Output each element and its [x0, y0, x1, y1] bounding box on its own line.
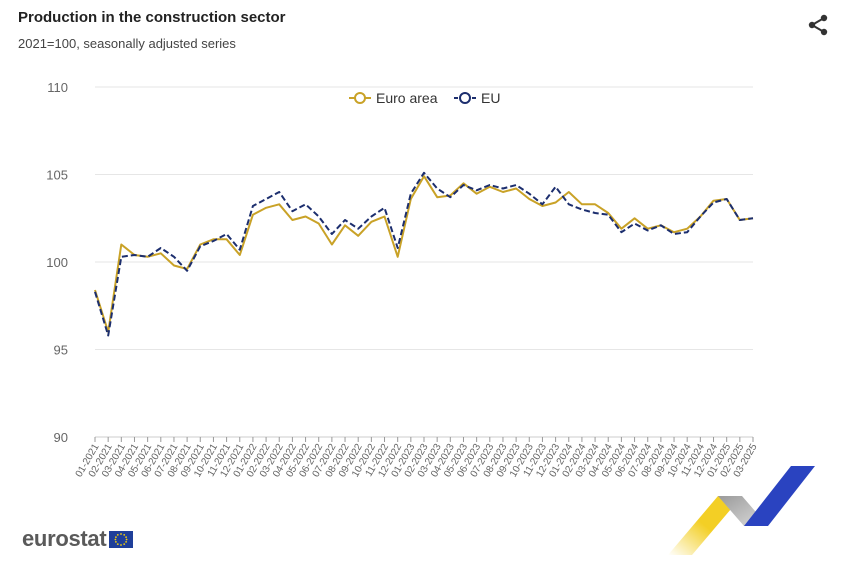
series-lines — [94, 171, 754, 337]
y-tick-label: 105 — [46, 168, 68, 183]
legend-item-label[interactable]: EU — [481, 90, 500, 106]
y-tick-label: 110 — [47, 80, 68, 95]
grid-lines — [95, 86, 753, 438]
share-icon[interactable] — [806, 13, 830, 37]
decorative-ribbon-graphic — [668, 466, 815, 555]
series-line-eu[interactable] — [94, 171, 754, 337]
y-tick-label: 90 — [54, 430, 68, 445]
legend-marker-icon — [459, 92, 471, 104]
y-tick-label: 95 — [54, 343, 68, 358]
x-axis-ticks: 01-202102-202103-202104-202105-202106-20… — [74, 436, 760, 479]
chart-title: Production in the construction sector — [18, 9, 286, 26]
eurostat-logo: eurostat — [22, 526, 134, 552]
y-axis-ticks: 90 95 100 105 110 — [46, 80, 68, 445]
logo-text: eurostat — [22, 526, 107, 551]
y-tick-label: 100 — [46, 255, 68, 270]
legend: Euro area EU — [349, 90, 500, 106]
series-line-euro-area[interactable] — [94, 175, 754, 333]
chart-subtitle: 2021=100, seasonally adjusted series — [18, 36, 236, 51]
eu-flag-icon — [109, 530, 134, 548]
legend-marker-icon — [354, 92, 366, 104]
legend-item-label[interactable]: Euro area — [376, 90, 438, 106]
